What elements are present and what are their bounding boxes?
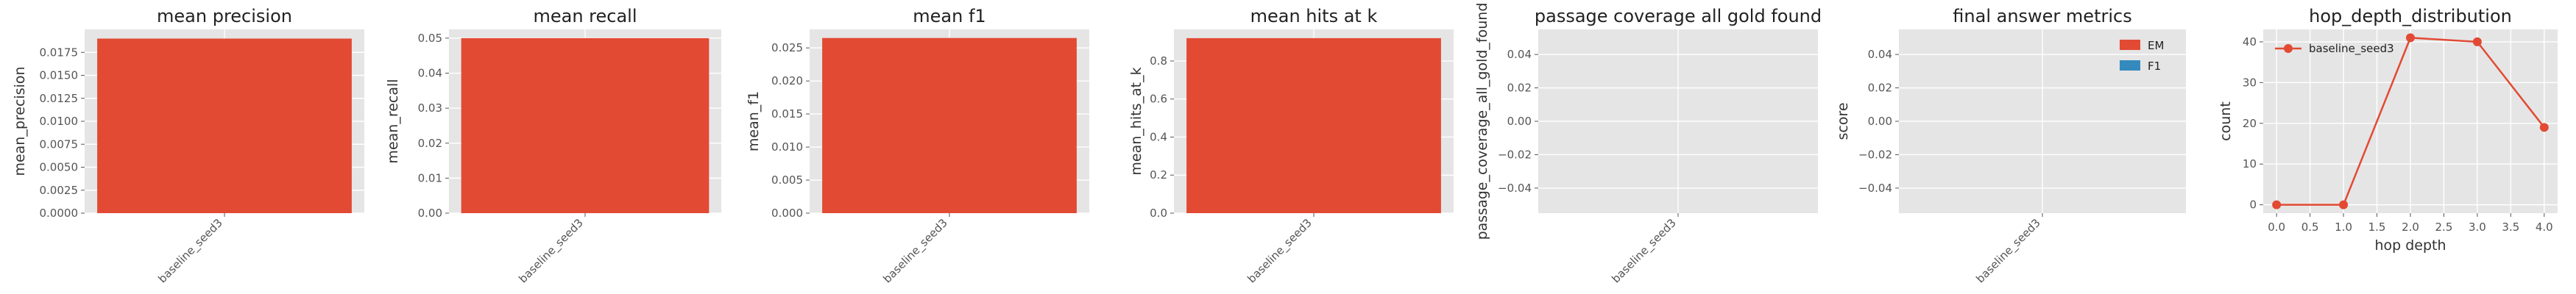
chart-panel-1: 0.0000 0.0025 0.0050 0.0075 0.0100 0.0125 0.01… — [12, 6, 364, 286]
chart-title: mean f1 — [913, 6, 986, 26]
y-tick-label: 0.4 — [1150, 130, 1167, 143]
y-tick-label: 20 — [2243, 117, 2257, 130]
legend: EM F1 — [2120, 39, 2164, 73]
x-tick-label: baseline_seed3 — [155, 216, 225, 286]
y-tick-label: 0.2 — [1150, 168, 1167, 182]
x-tick-label: 3.5 — [2502, 220, 2519, 234]
y-tick-label: 0.025 — [771, 41, 803, 54]
legend: baseline_seed3 — [2275, 42, 2394, 56]
y-tick-label: −0.04 — [1858, 182, 1892, 195]
chart-title: mean precision — [157, 6, 292, 26]
x-tick-label: baseline_seed3 — [1973, 216, 2043, 286]
y-axis-label: passage_coverage_all_gold_found — [1474, 3, 1490, 240]
y-tick-label: 10 — [2243, 157, 2257, 171]
y-tick-label: 0.00 — [418, 207, 442, 220]
y-tick-label: 0.0125 — [40, 92, 79, 105]
y-tick-label: 0.02 — [418, 137, 442, 150]
y-tick-label: 0.05 — [418, 32, 442, 45]
y-tick-label: 0 — [2249, 198, 2257, 212]
y-tick-label: −0.02 — [1858, 148, 1892, 161]
legend-label: F1 — [2148, 60, 2161, 73]
chart-title: passage coverage all gold found — [1535, 6, 1822, 26]
bar — [822, 37, 1077, 214]
chart-title: mean hits at k — [1250, 6, 1378, 26]
x-tick-label: 0.5 — [2301, 220, 2319, 234]
y-tick-label: 30 — [2243, 76, 2257, 89]
y-tick-label: 0.0025 — [40, 184, 79, 197]
chart-title: hop_depth_distribution — [2309, 6, 2512, 26]
y-tick-label: 0.6 — [1150, 93, 1167, 106]
y-tick-label: 0.04 — [1868, 48, 1892, 61]
y-tick-label: 0.0150 — [40, 69, 79, 82]
legend-marker — [2284, 44, 2293, 53]
x-axis-label: hop depth — [2374, 237, 2446, 254]
y-tick-label: 0.020 — [771, 74, 803, 87]
y-tick-label: 0.03 — [418, 101, 442, 115]
bar — [97, 38, 352, 213]
y-tick-label: 0.02 — [1868, 82, 1892, 95]
chart-panel-4: 0.0 0.2 0.4 0.6 0.8 baseline_seed3 mean hits a… — [1128, 6, 1454, 286]
y-axis-label: count — [2218, 101, 2234, 141]
chart-panel-7: 0 10 20 30 40 0.0 0.5 1.0 1.5 2.0 2.5 3.0 3.5 4.0 base… — [2218, 6, 2558, 254]
x-tick-label: 1.0 — [2335, 220, 2352, 234]
chart-title: mean recall — [533, 6, 637, 26]
chart-panel-5: −0.04 −0.02 0.00 0.02 0.04 baseline_seed3 pass… — [1474, 3, 1822, 287]
data-point — [2406, 33, 2415, 43]
x-tick-label: 1.5 — [2368, 220, 2386, 234]
chart-panel-6: −0.04 −0.02 0.00 0.02 0.04 baseline_seed3 EM F1… — [1835, 6, 2186, 286]
data-point — [2472, 37, 2482, 46]
x-tick-label: baseline_seed3 — [1609, 216, 1679, 286]
y-tick-label: 0.0100 — [40, 115, 79, 128]
x-tick-label: baseline_seed3 — [1245, 216, 1314, 286]
y-tick-label: 0.01 — [418, 171, 442, 184]
y-tick-label: 0.0 — [1150, 207, 1167, 220]
y-axis-label: mean_recall — [385, 79, 401, 163]
y-tick-label: 0.8 — [1150, 54, 1167, 68]
y-tick-label: 0.04 — [1507, 48, 1532, 61]
data-point — [2272, 200, 2282, 209]
chart-panel-2: 0.00 0.01 0.02 0.03 0.04 0.05 baseline_seed3 me… — [385, 6, 721, 286]
bar — [1186, 37, 1441, 214]
legend-swatch-f1 — [2120, 60, 2140, 71]
x-tick-label: baseline_seed3 — [516, 216, 586, 286]
y-tick-label: 0.04 — [418, 67, 442, 80]
x-tick-label: 3.0 — [2469, 220, 2486, 234]
x-tick-label: 4.0 — [2536, 220, 2553, 234]
y-tick-label: 0.0175 — [40, 46, 79, 59]
chart-title: final answer metrics — [1953, 6, 2131, 26]
data-point — [2539, 123, 2549, 132]
y-tick-label: 0.0075 — [40, 137, 79, 151]
y-tick-label: 40 — [2243, 35, 2257, 49]
y-tick-label: −0.04 — [1498, 182, 1532, 195]
y-axis-label: mean_hits_at_k — [1128, 67, 1144, 175]
y-tick-label: 0.0050 — [40, 161, 79, 174]
y-axis-label: mean_precision — [12, 66, 28, 176]
legend-swatch-em — [2120, 40, 2140, 50]
y-tick-label: 0.0000 — [40, 207, 79, 220]
y-tick-label: 0.00 — [1507, 115, 1532, 128]
y-axis-label: mean_f1 — [746, 91, 762, 151]
y-tick-label: 0.02 — [1507, 82, 1532, 95]
bar — [461, 37, 710, 214]
chart-panel-3: 0.000 0.005 0.010 0.015 0.020 0.025 baseline_s… — [746, 6, 1089, 286]
x-tick-label: 2.0 — [2402, 220, 2419, 234]
y-axis-label: score — [1835, 102, 1851, 140]
data-point — [2339, 200, 2349, 209]
y-tick-label: 0.010 — [771, 140, 803, 154]
y-tick-label: 0.005 — [771, 173, 803, 187]
x-tick-label: baseline_seed3 — [880, 216, 950, 286]
y-tick-label: 0.015 — [771, 107, 803, 121]
y-tick-label: 0.000 — [771, 207, 803, 220]
legend-label: baseline_seed3 — [2309, 42, 2394, 56]
x-tick-label: 2.5 — [2435, 220, 2453, 234]
x-tick-label: 0.0 — [2268, 220, 2285, 234]
legend-label: EM — [2148, 39, 2164, 52]
y-tick-label: −0.02 — [1498, 148, 1532, 161]
y-tick-label: 0.00 — [1868, 115, 1892, 128]
